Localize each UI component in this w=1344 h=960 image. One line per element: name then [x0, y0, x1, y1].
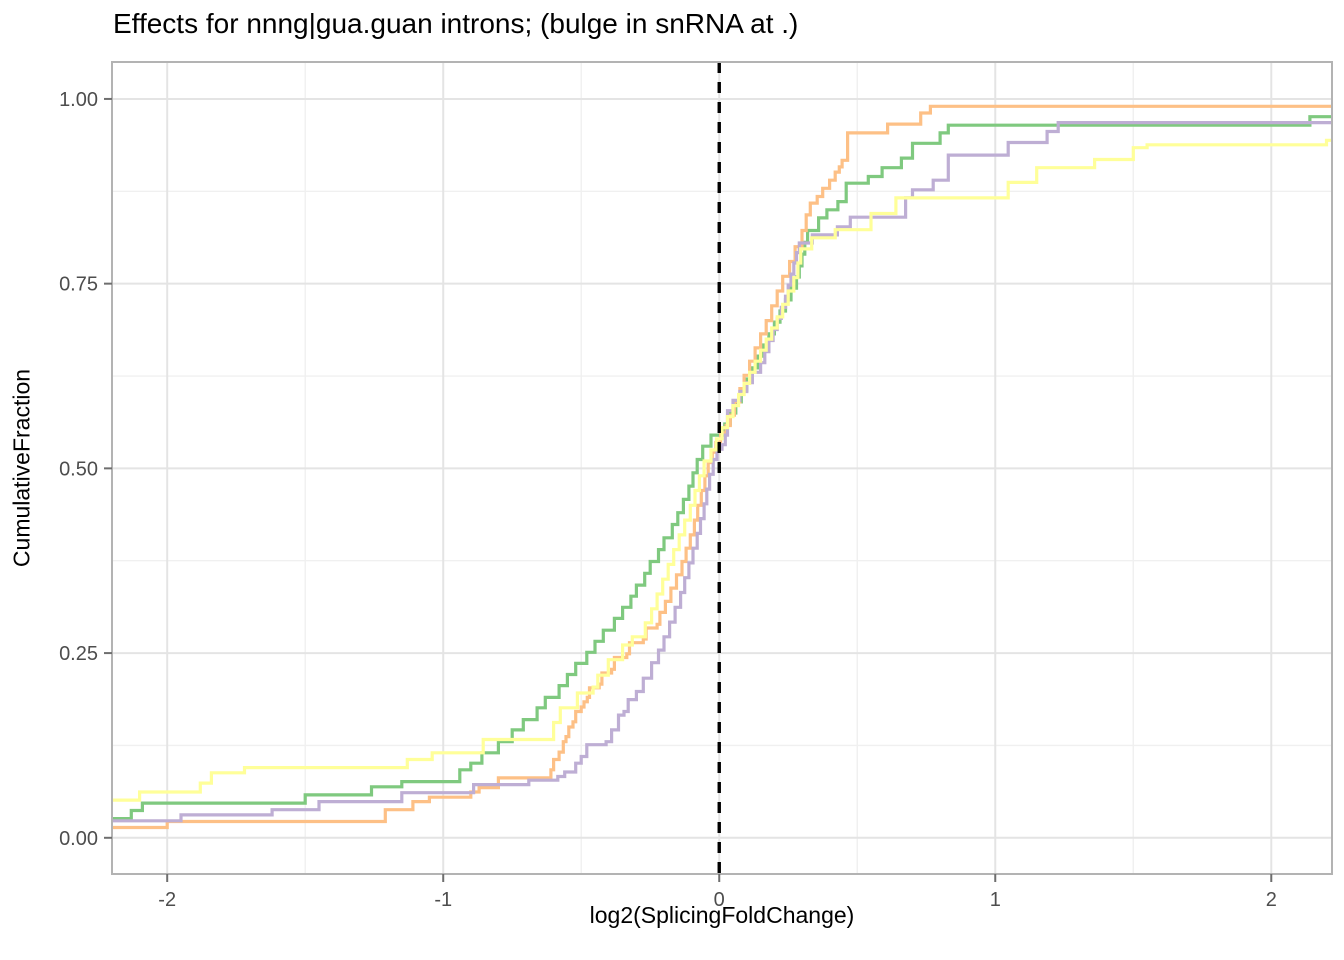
y-tick-label: 0.50	[59, 458, 98, 480]
y-tick-label: 0.25	[59, 643, 98, 665]
x-tick-label: -2	[158, 889, 176, 911]
x-tick-label: 1	[990, 889, 1001, 911]
x-axis-title: log2(SplicingFoldChange)	[589, 902, 855, 928]
chart-title: Effects for nnng|gua.guan introns; (bulg…	[113, 8, 799, 39]
y-tick-label: 0.75	[59, 274, 98, 296]
x-tick-label: -1	[434, 889, 452, 911]
x-tick-label: 0	[714, 889, 725, 911]
orange-curve	[112, 104, 1332, 830]
green-curve	[112, 115, 1332, 821]
y-tick-label: 0.00	[59, 828, 98, 850]
yellow-curve	[112, 138, 1332, 802]
y-tick-label: 1.00	[59, 89, 98, 111]
x-tick-label: 2	[1266, 889, 1277, 911]
purple-curve	[112, 121, 1332, 823]
y-axis-title: CumulativeFraction	[8, 368, 35, 568]
